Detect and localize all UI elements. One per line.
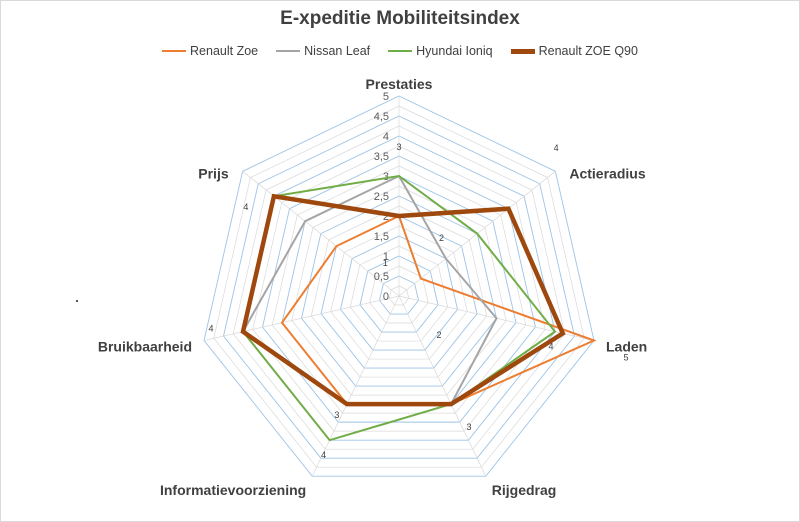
point-label: 3: [396, 142, 401, 152]
radial-tick-label: 3: [383, 171, 389, 183]
radial-tick-label: 1,5: [374, 231, 389, 243]
legend-item: Nissan Leaf: [276, 44, 370, 58]
chart-legend: Renault Zoe Nissan Leaf Hyundai Ioniq Renau…: [0, 44, 800, 58]
point-label: 4: [209, 324, 214, 334]
category-label: Rijgedrag: [492, 482, 557, 498]
grid-ring: [359, 255, 439, 333]
grid-ring: [223, 115, 575, 459]
category-label: Informatievoorziening: [160, 482, 306, 498]
legend-item: Renault Zoe: [162, 44, 258, 58]
stray-mark: [76, 300, 78, 302]
legend-label: Hyundai Ioniq: [416, 44, 493, 58]
category-label: Laden: [606, 339, 647, 355]
grid-ring: [252, 145, 546, 432]
grid-spoke: [203, 295, 400, 341]
legend-item: Renault ZOE Q90: [510, 44, 638, 58]
grid-ring: [369, 265, 429, 324]
grid-ring: [349, 245, 449, 342]
grid-ring: [291, 185, 507, 396]
radial-tick-label: 1: [383, 251, 389, 263]
point-label: 2: [436, 330, 441, 340]
point-label: 3: [467, 422, 472, 432]
series-line-renault-zoe-q90: [240, 193, 566, 407]
radial-tick-label: 5: [383, 91, 389, 103]
grid-ring: [379, 275, 419, 315]
radial-tick-label: 0,5: [374, 271, 389, 283]
legend-item: Hyundai Ioniq: [388, 44, 493, 58]
radial-tick-label: 4: [383, 131, 389, 143]
legend-swatch: [510, 48, 535, 54]
grid-ring: [330, 225, 468, 360]
chart-title: E-xpeditie Mobiliteitsindex: [280, 8, 520, 29]
legend-label: Nissan Leaf: [304, 44, 371, 58]
legend-swatch: [162, 50, 187, 52]
grid-ring: [320, 215, 478, 369]
grid-ring: [301, 195, 497, 387]
radial-tick-label: 0: [383, 291, 389, 303]
point-label: 4: [321, 450, 326, 460]
category-label: Prijs: [198, 165, 229, 181]
radial-tick-label: 3,5: [374, 151, 389, 163]
grid-ring: [262, 155, 536, 423]
point-label: 2: [439, 233, 444, 243]
legend-label: Renault ZOE Q90: [538, 44, 638, 58]
point-label: 3: [334, 410, 339, 420]
point-label: 4: [548, 342, 553, 352]
grid-ring: [232, 125, 566, 450]
point-label: 5: [623, 353, 628, 363]
point-label: 4: [243, 202, 248, 212]
radial-tick-label: 4,5: [374, 111, 389, 123]
category-label: Prestaties: [366, 76, 433, 92]
grid-spoke: [398, 295, 487, 477]
point-label: 1: [383, 258, 388, 268]
grid-spoke: [311, 295, 400, 477]
legend-swatch: [388, 50, 413, 52]
grid-ring: [203, 95, 595, 477]
grid-ring: [310, 205, 488, 378]
category-label: Bruikbaarheid: [98, 339, 192, 355]
radial-tick-label: 2: [383, 211, 389, 223]
category-label: Actieradius: [569, 165, 645, 181]
radial-tick-label: 2,5: [374, 191, 389, 203]
grid-ring: [271, 165, 527, 414]
legend-swatch: [276, 50, 301, 52]
point-label: 4: [554, 143, 559, 153]
grid-ring: [388, 285, 410, 306]
grid-ring: [213, 105, 585, 468]
grid-ring: [340, 235, 458, 351]
legend-label: Renault Zoe: [190, 44, 259, 58]
radar-grid: [203, 95, 595, 477]
grid-spoke: [242, 171, 400, 297]
